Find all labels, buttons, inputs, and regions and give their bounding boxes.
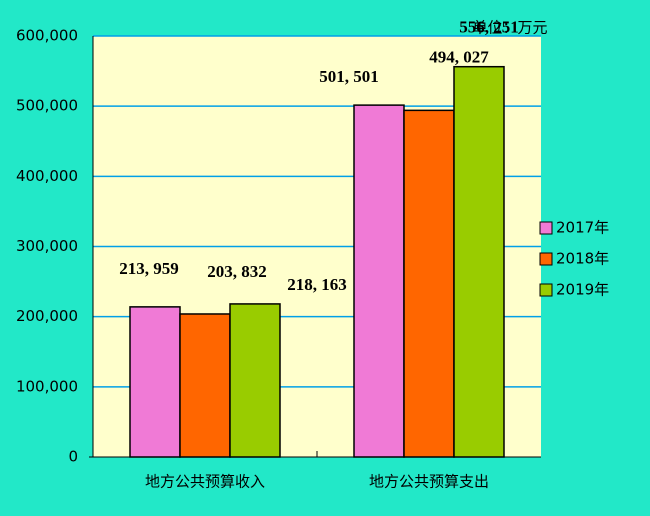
legend-label: 2018年	[556, 250, 609, 268]
y-tick-label: 100,000	[16, 377, 78, 395]
legend-label: 2017年	[556, 219, 609, 237]
y-tick-label: 200,000	[16, 307, 78, 325]
bar	[229, 303, 281, 458]
y-tick-label: 0	[68, 448, 78, 466]
y-tick-label: 300,000	[16, 237, 78, 255]
x-tick-label: 地方公共预算支出	[369, 473, 489, 491]
value-label: 203, 832	[207, 262, 267, 281]
bar	[353, 104, 405, 458]
value-label: 213, 959	[119, 259, 179, 278]
y-tick-label: 600,000	[16, 27, 78, 45]
unit-note: 单位：万元	[472, 19, 547, 37]
legend-label: 2019年	[556, 281, 609, 299]
y-tick-label: 400,000	[16, 167, 78, 185]
legend-swatch	[539, 252, 553, 266]
value-label: 494, 027	[429, 47, 489, 66]
bar	[179, 313, 231, 458]
legend-swatch	[539, 221, 553, 235]
bar	[129, 306, 181, 458]
bar	[403, 109, 455, 458]
value-label: 501, 501	[319, 67, 379, 86]
legend-swatch	[539, 283, 553, 297]
x-tick-label: 地方公共预算收入	[145, 473, 265, 491]
value-label: 556, 251	[459, 18, 519, 37]
bar	[453, 65, 505, 458]
value-label: 218, 163	[287, 275, 347, 294]
y-tick-label: 500,000	[16, 97, 78, 115]
